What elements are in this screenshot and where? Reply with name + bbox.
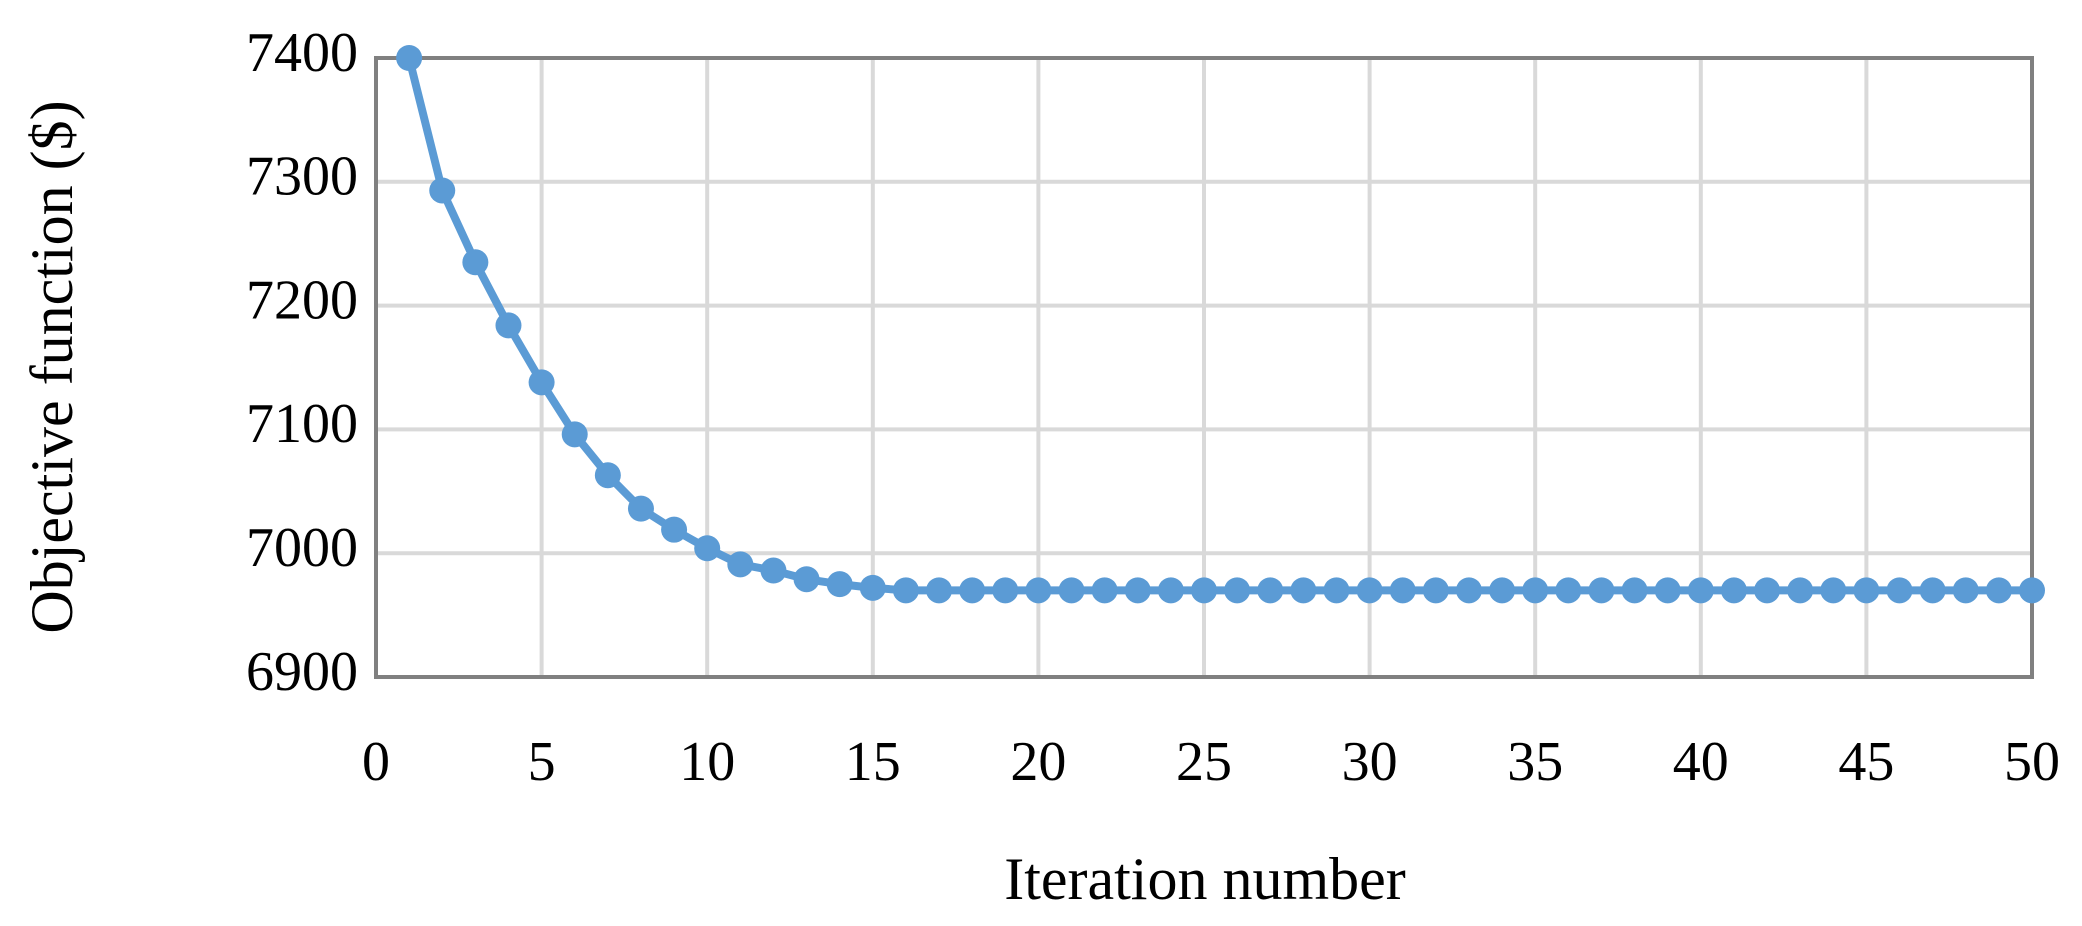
point bbox=[1820, 577, 1847, 604]
point bbox=[1323, 577, 1350, 604]
point bbox=[859, 574, 886, 601]
point bbox=[2019, 577, 2045, 604]
x-tick-label: 15 bbox=[845, 731, 901, 793]
point bbox=[1224, 577, 1251, 604]
y-tick-label: 7400 bbox=[246, 22, 358, 84]
x-axis-label: Iteration number bbox=[1004, 846, 1406, 912]
point bbox=[826, 571, 853, 598]
point bbox=[694, 535, 721, 562]
point bbox=[528, 369, 555, 396]
point bbox=[1687, 577, 1714, 604]
x-tick-label: 5 bbox=[528, 731, 556, 793]
point bbox=[1058, 577, 1085, 604]
x-tick-label: 50 bbox=[2004, 731, 2060, 793]
point bbox=[1952, 577, 1979, 604]
point bbox=[1489, 577, 1516, 604]
point bbox=[1257, 577, 1284, 604]
point bbox=[462, 249, 489, 276]
x-tick-label: 20 bbox=[1010, 731, 1066, 793]
point bbox=[793, 566, 820, 593]
point bbox=[1290, 577, 1317, 604]
point bbox=[1720, 577, 1747, 604]
point bbox=[727, 551, 754, 578]
point bbox=[1389, 577, 1416, 604]
point bbox=[661, 516, 688, 543]
point bbox=[1886, 577, 1913, 604]
point bbox=[627, 495, 654, 522]
point bbox=[926, 577, 953, 604]
point bbox=[1025, 577, 1052, 604]
point bbox=[1919, 577, 1946, 604]
point bbox=[760, 557, 787, 584]
point bbox=[1754, 577, 1781, 604]
point bbox=[1422, 577, 1449, 604]
y-tick-label: 7300 bbox=[246, 146, 358, 208]
point bbox=[1191, 577, 1217, 604]
point bbox=[594, 462, 621, 489]
point bbox=[1356, 577, 1383, 604]
point bbox=[1455, 577, 1482, 604]
y-tick-label: 7100 bbox=[246, 393, 358, 455]
x-tick-label: 45 bbox=[1838, 731, 1894, 793]
y-tick-label: 7200 bbox=[246, 269, 358, 331]
point bbox=[959, 577, 986, 604]
point bbox=[396, 45, 423, 71]
point bbox=[1522, 577, 1549, 604]
point bbox=[992, 577, 1019, 604]
x-tick-label: 25 bbox=[1176, 731, 1232, 793]
point bbox=[1787, 577, 1814, 604]
x-tick-label: 10 bbox=[679, 731, 735, 793]
y-axis-label: Objective function ($) bbox=[19, 100, 85, 633]
x-tick-label: 30 bbox=[1342, 731, 1398, 793]
x-tick-label: 35 bbox=[1507, 731, 1563, 793]
point bbox=[495, 312, 522, 339]
point bbox=[1985, 577, 2012, 604]
point bbox=[1853, 577, 1880, 604]
point bbox=[1124, 577, 1151, 604]
point bbox=[1091, 577, 1118, 604]
y-tick-label: 6900 bbox=[246, 641, 358, 703]
x-tick-label: 40 bbox=[1673, 731, 1729, 793]
y-tick-label: 7000 bbox=[246, 517, 358, 579]
point bbox=[892, 577, 919, 604]
plot-border bbox=[374, 56, 2034, 679]
point bbox=[561, 421, 588, 448]
point bbox=[429, 177, 456, 204]
x-tick-label: 0 bbox=[362, 731, 390, 793]
point bbox=[1157, 577, 1184, 604]
point bbox=[1555, 577, 1582, 604]
point bbox=[1588, 577, 1615, 604]
point bbox=[1654, 577, 1681, 604]
point bbox=[1621, 577, 1648, 604]
